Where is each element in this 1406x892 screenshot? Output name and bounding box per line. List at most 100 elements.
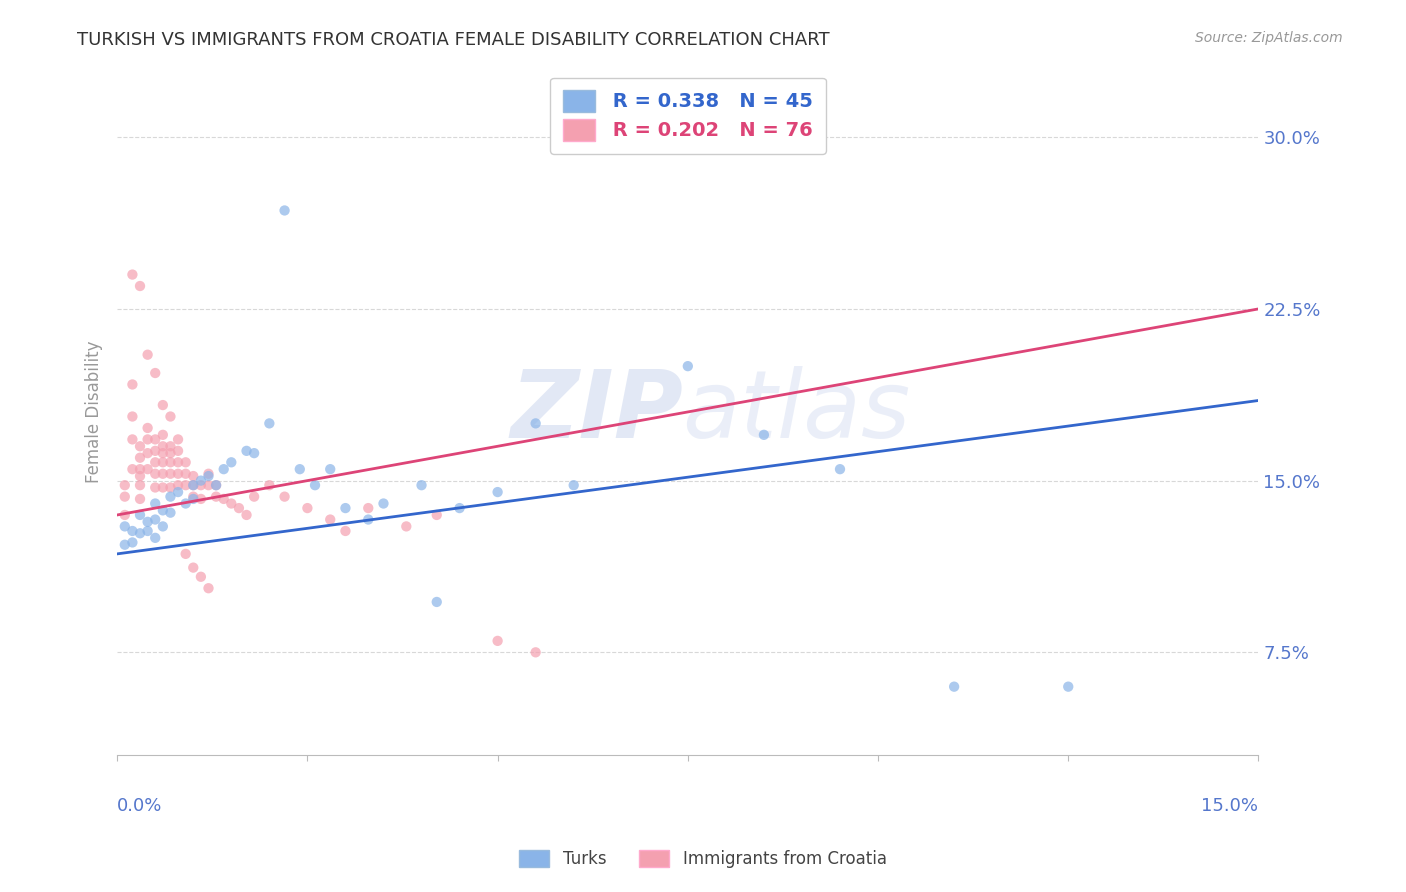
- Point: [357, 501, 380, 516]
- Text: Source: ZipAtlas.com: Source: ZipAtlas.com: [1195, 31, 1343, 45]
- Point: [181, 560, 204, 574]
- Point: [190, 491, 212, 506]
- Point: [373, 496, 395, 510]
- Point: [319, 512, 342, 526]
- Point: [212, 462, 235, 476]
- Point: [524, 645, 547, 659]
- Point: [205, 478, 228, 492]
- Point: [174, 467, 197, 481]
- Point: [129, 478, 152, 492]
- Point: [943, 680, 966, 694]
- Y-axis label: Female Disability: Female Disability: [86, 341, 103, 483]
- Point: [181, 490, 204, 504]
- Point: [143, 512, 166, 526]
- Point: [114, 490, 136, 504]
- Point: [235, 443, 257, 458]
- Point: [174, 496, 197, 510]
- Point: [167, 478, 190, 492]
- Point: [152, 481, 174, 495]
- Point: [259, 478, 281, 492]
- Point: [121, 524, 143, 538]
- Point: [129, 469, 152, 483]
- Point: [411, 478, 433, 492]
- Point: [212, 491, 235, 506]
- Point: [136, 524, 159, 538]
- Point: [167, 467, 190, 481]
- Point: [235, 508, 257, 522]
- Point: [129, 526, 152, 541]
- Point: [1057, 680, 1080, 694]
- Point: [486, 633, 509, 648]
- Point: [190, 474, 212, 488]
- Point: [273, 203, 295, 218]
- Point: [828, 462, 851, 476]
- Point: [143, 433, 166, 447]
- Point: [181, 469, 204, 483]
- Point: [174, 547, 197, 561]
- Point: [181, 478, 204, 492]
- Point: [136, 348, 159, 362]
- Point: [136, 462, 159, 476]
- Point: [129, 450, 152, 465]
- Point: [129, 491, 152, 506]
- Point: [152, 398, 174, 412]
- Point: [121, 409, 143, 424]
- Point: [426, 508, 449, 522]
- Point: [297, 501, 319, 516]
- Point: [197, 469, 219, 483]
- Point: [143, 443, 166, 458]
- Point: [174, 455, 197, 469]
- Point: [143, 366, 166, 380]
- Point: [167, 433, 190, 447]
- Point: [205, 478, 228, 492]
- Point: [243, 490, 266, 504]
- Text: ZIP: ZIP: [510, 366, 683, 458]
- Point: [129, 279, 152, 293]
- Point: [335, 501, 357, 516]
- Point: [174, 478, 197, 492]
- Point: [159, 439, 181, 453]
- Point: [190, 478, 212, 492]
- Point: [524, 417, 547, 431]
- Point: [159, 446, 181, 460]
- Point: [143, 481, 166, 495]
- Legend:  R = 0.338   N = 45,  R = 0.202   N = 76: R = 0.338 N = 45, R = 0.202 N = 76: [550, 78, 825, 154]
- Point: [357, 512, 380, 526]
- Point: [136, 421, 159, 435]
- Point: [167, 485, 190, 500]
- Point: [335, 524, 357, 538]
- Point: [159, 467, 181, 481]
- Point: [790, 130, 813, 145]
- Point: [114, 519, 136, 533]
- Point: [143, 467, 166, 481]
- Point: [129, 462, 152, 476]
- Point: [152, 439, 174, 453]
- Legend: Turks, Immigrants from Croatia: Turks, Immigrants from Croatia: [513, 843, 893, 875]
- Point: [152, 446, 174, 460]
- Point: [129, 439, 152, 453]
- Point: [486, 485, 509, 500]
- Point: [121, 433, 143, 447]
- Point: [152, 467, 174, 481]
- Point: [304, 478, 326, 492]
- Point: [205, 490, 228, 504]
- Point: [159, 506, 181, 520]
- Point: [143, 531, 166, 545]
- Point: [152, 503, 174, 517]
- Point: [121, 462, 143, 476]
- Point: [197, 581, 219, 595]
- Point: [426, 595, 449, 609]
- Point: [243, 446, 266, 460]
- Point: [152, 427, 174, 442]
- Point: [259, 417, 281, 431]
- Text: atlas: atlas: [682, 367, 910, 458]
- Point: [395, 519, 418, 533]
- Point: [181, 478, 204, 492]
- Point: [114, 508, 136, 522]
- Point: [167, 455, 190, 469]
- Point: [221, 496, 243, 510]
- Point: [197, 467, 219, 481]
- Point: [288, 462, 311, 476]
- Point: [152, 455, 174, 469]
- Point: [562, 478, 585, 492]
